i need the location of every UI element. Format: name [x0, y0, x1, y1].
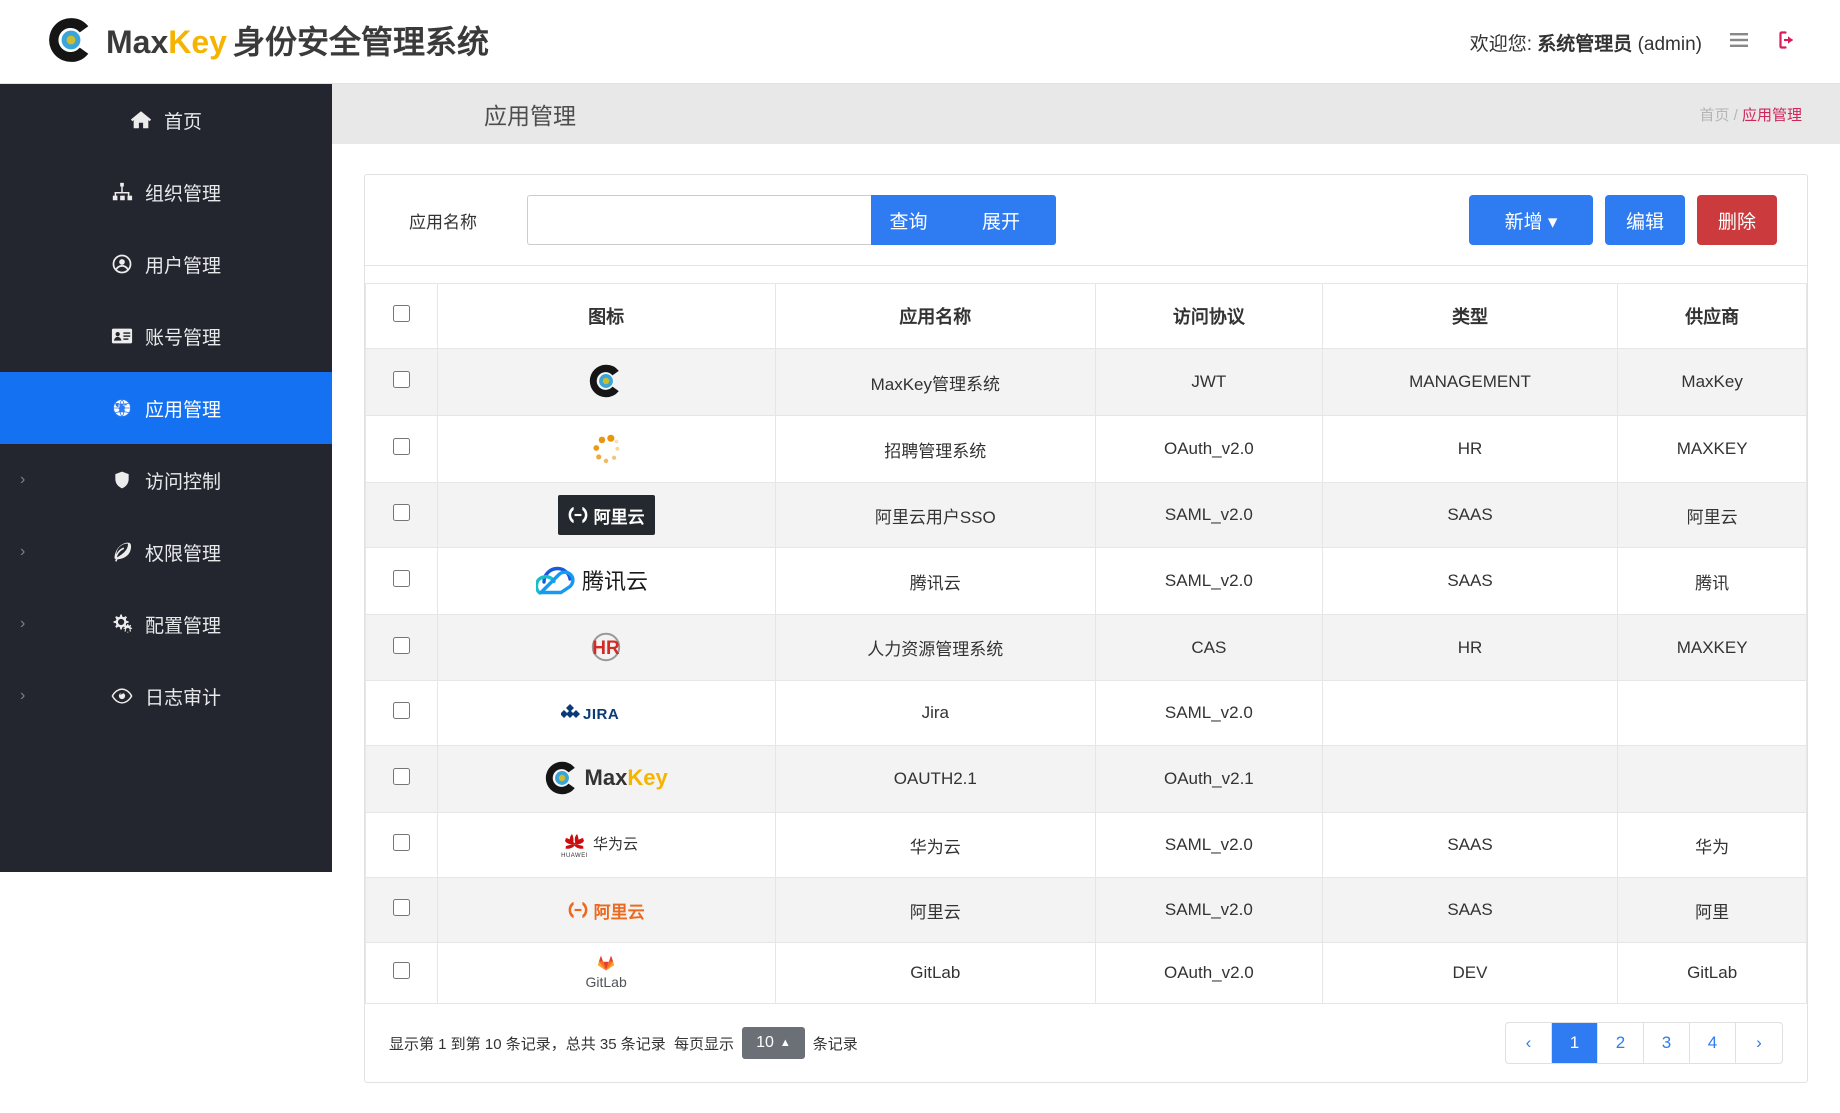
- svg-text:HUAWEI: HUAWEI: [561, 853, 588, 859]
- svg-text:JIRA: JIRA: [583, 706, 619, 723]
- svg-text:华为云: 华为云: [593, 836, 638, 853]
- svg-text:HR: HR: [592, 638, 620, 659]
- svg-text:腾讯云: 腾讯云: [582, 569, 648, 594]
